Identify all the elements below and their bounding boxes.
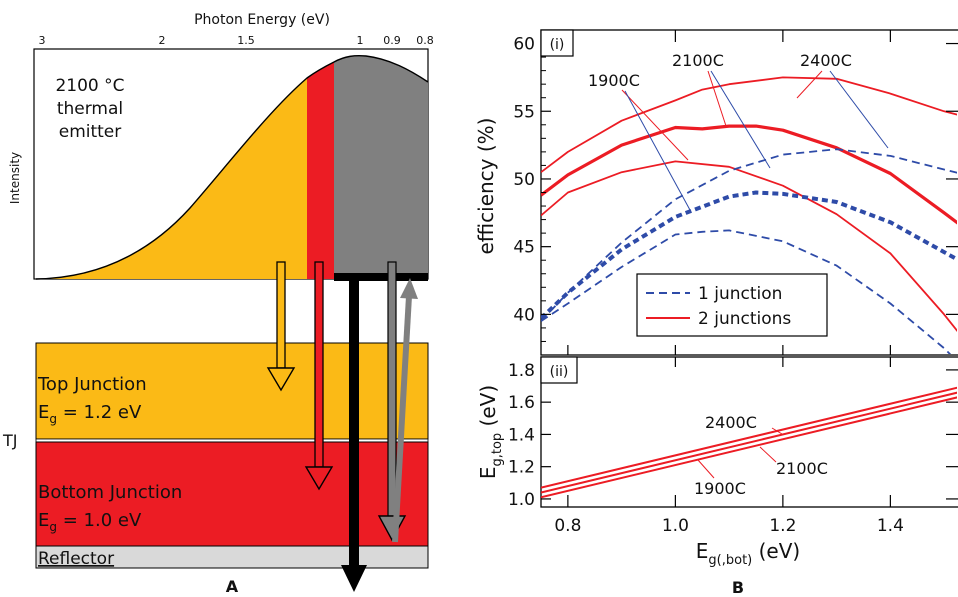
eg-top-plot-frame xyxy=(540,356,958,508)
panel-a-caption: A xyxy=(226,577,239,596)
tag-i-box xyxy=(540,29,574,57)
gray-reflected-arrow xyxy=(392,278,418,543)
x-tick-label: 0.8 xyxy=(554,516,581,536)
efficiency-y-tick-label: 55 xyxy=(513,102,535,122)
annotation-1900c-eg-leader xyxy=(697,459,715,479)
tag-ii: (ii) xyxy=(550,364,569,380)
efficiency-series-group xyxy=(541,76,957,354)
red-photon-arrow xyxy=(304,261,334,491)
bottom-junction-label: Bottom Junction xyxy=(38,482,182,503)
x-tick-label: 1.4 xyxy=(877,516,904,536)
eg-top-2100c-line xyxy=(541,391,957,494)
bottom-junction-layer xyxy=(35,441,429,547)
annotation-1900c-leader-blue xyxy=(624,90,691,211)
absorbed-band-bar xyxy=(334,273,428,281)
eg-top-y-tick-label: 1.4 xyxy=(508,425,535,445)
legend-label-2-junctions: 2 junctions xyxy=(698,309,791,329)
tag-i: (i) xyxy=(550,37,565,53)
annotation-2400c-eg-leader xyxy=(771,427,783,435)
eg-top-y-tick-label: 1.8 xyxy=(508,361,535,381)
efficiency-y-tick-label: 40 xyxy=(513,305,535,325)
emitter-label-line1: 2100 °C xyxy=(55,76,124,96)
top-tick-label: 1 xyxy=(357,34,364,47)
tag-ii-box xyxy=(540,356,578,384)
top-junction-eg: Eg = 1.2 eV xyxy=(38,402,142,426)
top-tick-label: 0.9 xyxy=(383,34,401,47)
eg-top-y-tick-label: 1.0 xyxy=(508,490,535,510)
efficiency-axis-label: efficiency (%) xyxy=(474,118,498,255)
annotation-2100c-leader-blue xyxy=(710,70,771,169)
one-junction-1900c-line xyxy=(541,229,952,354)
one-junction-2100c-line xyxy=(541,190,957,320)
tj-label: TJ xyxy=(2,431,18,450)
top-tick-label: 1.5 xyxy=(237,34,255,47)
top-tick-label: 3 xyxy=(39,34,46,47)
x-tick-label: 1.2 xyxy=(769,516,796,536)
photon-energy-axis-label: Photon Energy (eV) xyxy=(194,12,330,28)
x-tick-label: 1.0 xyxy=(662,516,689,536)
annotation-2100c-eg: 2100C xyxy=(776,459,828,478)
eg-top-axis-label: Eg,top (eV) xyxy=(476,385,505,479)
top-junction-layer xyxy=(35,342,429,440)
legend-box xyxy=(636,273,828,337)
two-junction-2400c-line xyxy=(541,76,957,173)
legend: 1 junction 2 junctions xyxy=(636,273,828,337)
top-tick-label: 0.8 xyxy=(416,34,434,47)
bottom-junction-eg: Eg = 1.0 eV xyxy=(38,510,142,534)
eg-top-2400c-line xyxy=(541,386,957,489)
two-junction-2100c-line xyxy=(541,124,957,225)
eg-top-y-tick-label: 1.6 xyxy=(508,393,535,413)
eg-top-1900c-line xyxy=(541,396,957,499)
panel-a: Photon Energy (eV) 3 2 1.5 1 0.9 0.8 Int… xyxy=(2,12,434,596)
spectrum-gray-region xyxy=(334,55,428,279)
black-photon-arrow xyxy=(341,280,367,592)
bottom-annotations: 2400C 2100C 1900C xyxy=(694,413,828,498)
top-junction-label: Top Junction xyxy=(37,374,147,395)
reflector-label: Reflector xyxy=(38,549,114,569)
yellow-photon-arrow xyxy=(266,261,296,392)
intensity-axis-label: Intensity xyxy=(8,152,22,204)
one-junction-2400c-line xyxy=(541,148,957,322)
annotation-1900c-eg: 1900C xyxy=(694,479,746,498)
two-junction-1900c-line xyxy=(541,160,957,333)
top-tick-label: 2 xyxy=(159,34,166,47)
eg-top-series-group xyxy=(541,386,957,499)
emitter-label-line3: emitter xyxy=(59,122,122,142)
spectrum-red-region xyxy=(307,62,334,279)
annotation-2400c-eg: 2400C xyxy=(705,413,757,432)
annotation-1900c: 1900C xyxy=(588,71,640,90)
annotation-2400c-leader-blue xyxy=(829,70,889,149)
panel-b: 0.8 1.0 1.2 1.4 60 55 50 45 40 1.8 1.6 1.4 1.2 1.0 (i… xyxy=(474,29,958,597)
annotation-1900c-leader-red xyxy=(621,89,689,161)
efficiency-y-tick-label: 60 xyxy=(513,35,535,55)
spectrum-curve xyxy=(35,54,429,280)
reflector-layer xyxy=(35,545,429,569)
annotation-2100c-leader-red xyxy=(707,70,727,127)
panel-b-caption: B xyxy=(732,578,744,597)
top-annotations: 1900C 2100C 2400C xyxy=(588,51,889,211)
legend-label-1-junction: 1 junction xyxy=(698,284,782,304)
annotation-2100c-eg-leader xyxy=(759,446,777,463)
eg-top-y-tick-label: 1.2 xyxy=(508,458,535,478)
spectrum-yellow-region xyxy=(36,78,307,279)
annotation-2100c: 2100C xyxy=(672,51,724,70)
eg-bot-axis-label: Eg(,bot) (eV) xyxy=(696,539,800,568)
emitter-label-line2: thermal xyxy=(57,99,123,119)
annotation-2400c: 2400C xyxy=(800,51,852,70)
annotation-2400c-leader-red xyxy=(796,70,823,99)
efficiency-y-tick-label: 45 xyxy=(513,238,535,258)
efficiency-y-tick-label: 50 xyxy=(513,170,535,190)
axis-ticks-group: 0.8 1.0 1.2 1.4 60 55 50 45 40 1.8 1.6 1.4 1.2 1.0 xyxy=(508,30,958,536)
